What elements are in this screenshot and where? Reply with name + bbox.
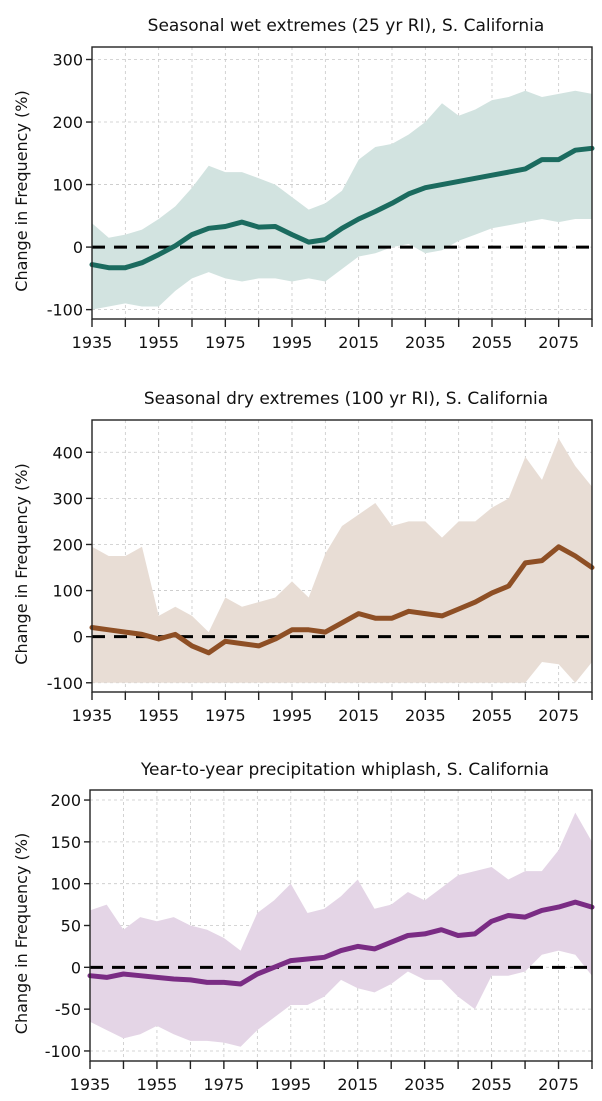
x-tick-label: 2055 (472, 706, 513, 725)
x-tick-label: 1995 (272, 333, 313, 352)
y-tick-label: 0 (73, 628, 83, 647)
x-tick-label: 2035 (404, 1075, 445, 1094)
y-tick-label: 100 (52, 582, 83, 601)
y-tick-label: -100 (47, 674, 83, 693)
x-tick-label: 1975 (205, 706, 246, 725)
y-tick-label: -50 (55, 1000, 81, 1019)
y-tick-label: 300 (52, 489, 83, 508)
x-tick-label: 2035 (405, 706, 446, 725)
y-tick-label: 50 (61, 917, 81, 936)
x-tick-label: 2035 (405, 333, 446, 352)
y-tick-label: 0 (73, 238, 83, 257)
y-tick-label: 200 (52, 113, 83, 132)
y-tick-label: 300 (52, 51, 83, 70)
y-tick-label: -100 (45, 1042, 81, 1061)
uncertainty-band (92, 438, 592, 683)
panel-whiplash: Year-to-year precipitation whiplash, S. … (12, 760, 595, 1094)
y-tick-label: 100 (50, 875, 81, 894)
x-tick-label: 1935 (70, 1075, 111, 1094)
x-tick-label: 1975 (204, 1075, 245, 1094)
y-tick-label: 200 (52, 535, 83, 554)
y-axis-label: Change in Frequency (%) (12, 833, 31, 1034)
plot-frame (91, 419, 593, 693)
x-tick-label: 2015 (337, 1075, 378, 1094)
x-tick-label: 1955 (138, 333, 179, 352)
x-tick-label: 1955 (138, 706, 179, 725)
y-tick-label: 400 (52, 443, 83, 462)
x-tick-label: 2075 (538, 706, 579, 725)
panel-wet-extremes: Seasonal wet extremes (25 yr RI), S. Cal… (12, 16, 595, 352)
y-tick-label: 100 (52, 176, 83, 195)
y-tick-label: 150 (50, 833, 81, 852)
plot-frame (91, 46, 593, 320)
x-tick-label: 2075 (538, 1075, 579, 1094)
x-tick-label: 2015 (338, 333, 379, 352)
y-tick-label: 0 (71, 958, 81, 977)
x-tick-label: 1935 (72, 333, 113, 352)
x-tick-label: 2055 (471, 1075, 512, 1094)
y-tick-label: 200 (50, 791, 81, 810)
uncertainty-band (92, 90, 592, 310)
x-tick-label: 2075 (538, 333, 579, 352)
y-axis-label: Change in Frequency (%) (12, 90, 31, 291)
chart-title: Seasonal dry extremes (100 yr RI), S. Ca… (144, 389, 548, 409)
x-tick-label: 1995 (270, 1075, 311, 1094)
chart-title: Seasonal wet extremes (25 yr RI), S. Cal… (148, 16, 545, 36)
y-axis-label: Change in Frequency (%) (12, 463, 31, 664)
x-tick-label: 2015 (338, 706, 379, 725)
panel-dry-extremes: Seasonal dry extremes (100 yr RI), S. Ca… (12, 389, 595, 725)
x-tick-label: 2055 (472, 333, 513, 352)
x-tick-label: 1995 (272, 706, 313, 725)
y-tick-label: -100 (47, 301, 83, 320)
x-tick-label: 1955 (137, 1075, 178, 1094)
x-tick-label: 1975 (205, 333, 246, 352)
x-tick-label: 1935 (72, 706, 113, 725)
uncertainty-band (90, 812, 592, 1047)
chart-title: Year-to-year precipitation whiplash, S. … (140, 760, 549, 780)
